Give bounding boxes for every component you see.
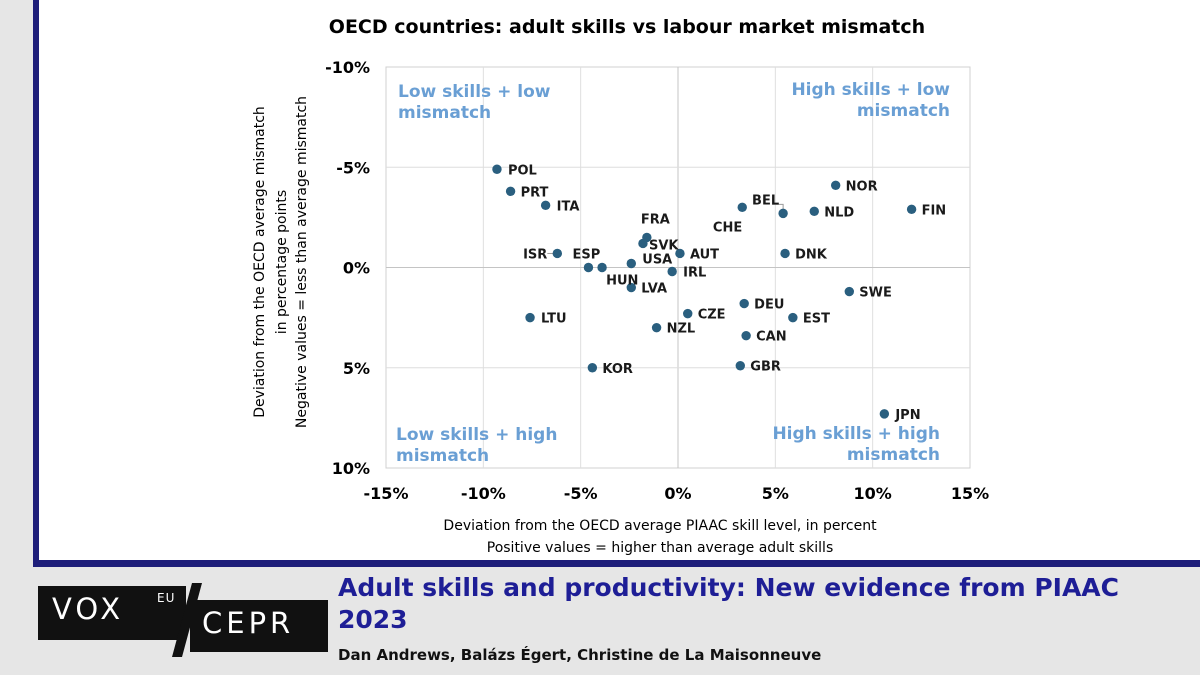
quadrant-label: High skills + low: [791, 80, 950, 100]
data-point-isr: [552, 248, 563, 259]
y-axis-label-line3: Negative values = less than average mism…: [294, 96, 310, 428]
article-authors: Dan Andrews, Balázs Égert, Christine de …: [338, 646, 822, 664]
data-point-cze: [683, 308, 693, 319]
point-label-nor: NOR: [846, 179, 878, 194]
data-point-kor: [587, 363, 598, 373]
data-point-dnk: [780, 248, 790, 259]
quadrant-label: mismatch: [398, 103, 491, 123]
y-tick-label: -10%: [325, 58, 370, 77]
x-tick-label: 15%: [951, 484, 989, 503]
logo-eu-text: EU: [157, 591, 176, 605]
point-label-lva: LVA: [641, 282, 667, 297]
data-point-swe: [844, 286, 855, 297]
x-tick-label: 5%: [762, 484, 789, 503]
data-point-ltu: [525, 312, 535, 323]
point-label-kor: KOR: [602, 362, 633, 377]
data-point-can: [741, 330, 751, 341]
point-label-gbr: GBR: [750, 360, 781, 375]
point-label-fin: FIN: [922, 203, 947, 218]
chart-panel: [39, 0, 1200, 560]
logo-vox-text: VOX: [52, 592, 125, 626]
data-point-est: [788, 312, 798, 323]
x-axis-ticks: -15% -10% -5% 0% 5% 10% 15%: [364, 484, 990, 503]
data-point-aut: [675, 248, 685, 259]
data-point-svk: [638, 238, 648, 249]
quadrant-label: mismatch: [396, 446, 489, 466]
point-label-can: CAN: [756, 330, 786, 345]
data-point-deu: [739, 298, 749, 309]
logo-cepr-text: CEPR: [202, 606, 295, 640]
quadrant-label: High skills + high: [772, 424, 940, 444]
x-tick-label: 0%: [664, 484, 691, 503]
quadrant-label: Low skills + low: [398, 82, 551, 102]
point-label-svk: SVK: [649, 238, 679, 253]
point-label-nzl: NZL: [667, 322, 696, 337]
x-tick-label: -15%: [364, 484, 409, 503]
x-tick-label: -10%: [461, 484, 506, 503]
data-point-irl: [667, 266, 677, 277]
point-label-ita: ITA: [557, 199, 580, 214]
data-point-nor: [830, 180, 841, 190]
data-point-lva: [626, 282, 636, 293]
point-label-nld: NLD: [824, 205, 854, 220]
data-point-nld: [809, 206, 819, 217]
data-point-gbr: [735, 361, 745, 371]
x-tick-label: 10%: [854, 484, 892, 503]
point-label-dnk: DNK: [795, 247, 828, 262]
data-point-jpn: [879, 409, 890, 419]
x-tick-label: -5%: [564, 484, 598, 503]
point-label-bel: BEL: [752, 193, 779, 208]
data-point-prt: [505, 186, 516, 197]
frame-bottom-bar: [33, 560, 1200, 567]
point-label-esp: ESP: [572, 248, 600, 263]
y-tick-label: 0%: [343, 259, 370, 278]
quadrant-label: Low skills + high: [396, 425, 557, 445]
point-label-est: EST: [803, 312, 830, 327]
data-point-hun: [597, 262, 607, 273]
quadrant-label: mismatch: [857, 101, 950, 121]
data-point-che: [737, 202, 747, 213]
point-label-deu: DEU: [754, 298, 784, 313]
y-axis-label-line1: Deviation from the OECD average mismatch: [252, 106, 268, 418]
y-axis-label-line2: in percentage points: [274, 190, 290, 334]
point-label-fra: FRA: [641, 212, 670, 227]
data-point-fin: [906, 204, 917, 215]
point-label-cze: CZE: [698, 308, 726, 323]
point-label-prt: PRT: [521, 185, 549, 200]
data-point-bel: [778, 208, 788, 219]
scatter-chart: OECD countries: adult skills vs labour m…: [252, 16, 990, 556]
x-axis-label-line1: Deviation from the OECD average PIAAC sk…: [443, 518, 877, 534]
point-label-pol: POL: [508, 163, 537, 178]
point-label-swe: SWE: [859, 286, 892, 301]
point-label-jpn: JPN: [894, 408, 920, 423]
data-point-usa: [626, 258, 636, 269]
y-tick-label: 5%: [343, 359, 370, 378]
point-label-isr: ISR: [523, 247, 547, 262]
point-label-che: CHE: [713, 220, 742, 235]
chart-grid: [385, 66, 971, 469]
point-label-hun: HUN: [606, 274, 638, 289]
x-axis-label-line2: Positive values = higher than average ad…: [487, 540, 834, 556]
data-point-ita: [540, 200, 551, 211]
voxeu-logo: VOX EU: [38, 586, 186, 640]
point-label-irl: IRL: [683, 266, 706, 281]
article-headline[interactable]: Adult skills and productivity: New evide…: [338, 573, 1120, 634]
data-point-esp: [583, 262, 594, 273]
point-label-usa: USA: [642, 252, 672, 267]
point-label-aut: AUT: [690, 247, 719, 262]
y-tick-label: 10%: [332, 459, 370, 478]
data-point-nzl: [651, 322, 662, 333]
y-tick-label: -5%: [336, 158, 370, 177]
data-point-pol: [492, 164, 502, 174]
point-label-ltu: LTU: [541, 312, 567, 327]
data-points: [492, 164, 917, 419]
cepr-logo: CEPR: [190, 600, 328, 652]
quadrant-label: mismatch: [847, 445, 940, 465]
chart-title: OECD countries: adult skills vs labour m…: [329, 16, 925, 38]
y-axis-ticks: -10% -5% 0% 5% 10%: [325, 58, 370, 478]
frame-left-bar: [33, 0, 39, 566]
